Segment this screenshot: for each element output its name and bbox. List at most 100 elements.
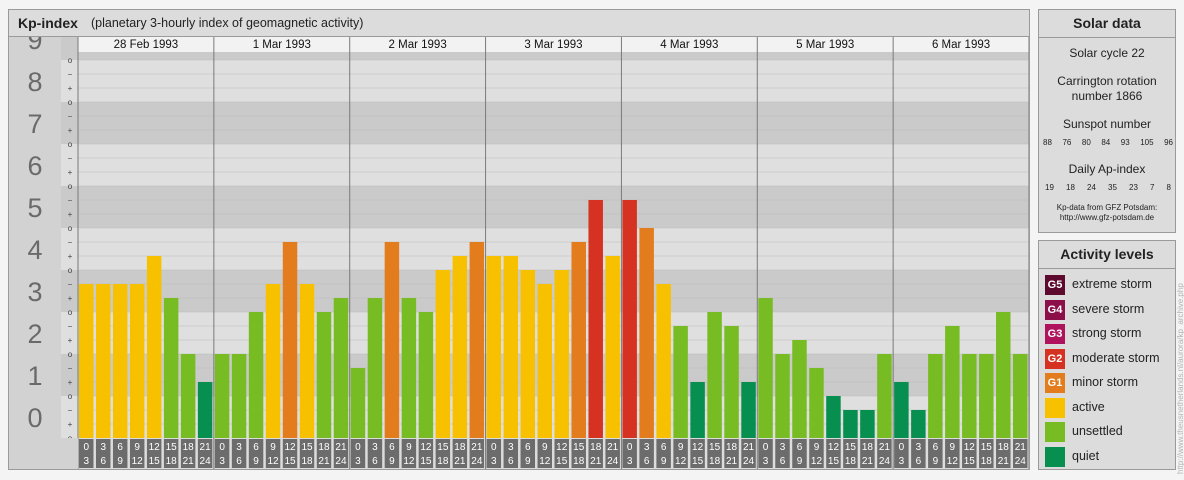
kp-bar: [656, 283, 671, 438]
time-interval-box: [979, 439, 994, 468]
time-interval-box: [537, 439, 552, 468]
time-interval-box: [1013, 439, 1028, 468]
legend-swatch: G4: [1045, 299, 1065, 320]
interval-end-label: 9: [253, 456, 259, 467]
kp-bar: [333, 298, 349, 438]
ap-value: 23: [1129, 183, 1138, 192]
y-tick-label: 6: [27, 151, 42, 181]
interval-start-label: 9: [814, 442, 820, 453]
time-interval-box: [554, 439, 569, 468]
interval-start-label: 0: [355, 442, 361, 453]
ap-index-label: Daily Ap-index: [1068, 162, 1146, 176]
minor-tick-label: o: [68, 392, 73, 401]
kp-bar: [945, 325, 960, 438]
interval-end-label: 12: [267, 456, 279, 467]
interval-end-label: 6: [236, 456, 242, 467]
interval-start-label: 21: [335, 442, 347, 453]
interval-start-label: 15: [845, 442, 857, 453]
interval-start-label: 0: [763, 442, 769, 453]
ap-index-values: 19 18 24 35 23 7 8: [1045, 183, 1171, 192]
time-interval-box: [758, 439, 773, 468]
y-tick-label: 8: [27, 67, 42, 97]
interval-end-label: 6: [372, 456, 378, 467]
interval-end-label: 15: [556, 456, 568, 467]
time-interval-box: [605, 439, 620, 468]
interval-start-label: 12: [964, 442, 976, 453]
interval-start-label: 9: [542, 442, 548, 453]
interval-start-label: 6: [525, 442, 531, 453]
time-interval-box: [741, 439, 756, 468]
time-interval-box: [775, 439, 790, 468]
time-interval-box: [333, 439, 349, 468]
minor-tick-label: −: [68, 70, 73, 79]
interval-end-label: 15: [828, 456, 840, 467]
interval-end-label: 3: [491, 456, 497, 467]
interval-start-label: 3: [508, 442, 514, 453]
minor-tick-label: o: [68, 98, 73, 107]
time-interval-box: [452, 439, 468, 468]
kp-bar-chart: 0123456789o+−o+−o+−o+−o+−o+−o+−o+−o+−o28…: [9, 37, 1029, 469]
y-axis-box: [9, 37, 61, 438]
minor-tick-label: +: [68, 210, 73, 219]
time-interval-box: [809, 439, 824, 468]
interval-start-label: 18: [183, 442, 195, 453]
ap-value: 18: [1066, 183, 1075, 192]
interval-start-label: 3: [644, 442, 650, 453]
minor-tick-label: +: [68, 84, 73, 93]
interval-end-label: 9: [389, 456, 395, 467]
interval-start-label: 6: [933, 442, 939, 453]
minor-tick-label: −: [68, 280, 73, 289]
kp-band: [9, 60, 1029, 102]
kp-bar: [809, 367, 824, 438]
interval-end-label: 21: [454, 456, 466, 467]
kp-bar: [979, 354, 994, 438]
kp-bar: [384, 241, 400, 438]
time-interval-box: [163, 439, 179, 468]
minor-tick-label: +: [68, 336, 73, 345]
interval-end-label: 3: [627, 456, 633, 467]
time-interval-box: [588, 439, 603, 468]
kp-bar: [741, 382, 756, 438]
interval-end-label: 15: [149, 456, 161, 467]
interval-end-label: 3: [83, 456, 89, 467]
day-label: 1 Mar 1993: [253, 39, 311, 51]
kp-bar: [707, 312, 722, 438]
interval-end-label: 6: [100, 456, 106, 467]
interval-end-label: 15: [692, 456, 704, 467]
kp-bar: [673, 325, 688, 438]
ap-value: 7: [1150, 183, 1155, 192]
time-interval-box: [945, 439, 960, 468]
ap-value: 19: [1045, 183, 1054, 192]
kp-bar: [231, 354, 247, 438]
kp-bar: [1013, 354, 1028, 438]
interval-end-label: 18: [166, 456, 178, 467]
minor-tick-label: +: [68, 252, 73, 261]
sunspot-value: 88: [1043, 138, 1052, 147]
solar-data-panel: Solar data Solar cycle 22 Carrington rot…: [1038, 9, 1176, 233]
interval-start-label: 6: [117, 442, 123, 453]
data-source-label: Kp-data from GFZ Potsdam:: [1056, 203, 1158, 212]
interval-start-label: 18: [590, 442, 602, 453]
time-interval-box: [231, 439, 247, 468]
minor-tick-label: o: [68, 182, 73, 191]
ap-value: 35: [1108, 183, 1117, 192]
y-tick-label: 9: [27, 37, 42, 55]
time-interval-box: [197, 439, 213, 468]
kp-bar: [775, 354, 790, 438]
kp-bar: [367, 298, 383, 438]
time-interval-box: [622, 439, 637, 468]
time-interval-box: [996, 439, 1011, 468]
kp-bar: [316, 312, 332, 438]
time-interval-box: [401, 439, 417, 468]
time-interval-box: [214, 439, 230, 468]
kp-bar: [724, 325, 739, 438]
day-label: 2 Mar 1993: [389, 39, 447, 51]
kp-bar: [452, 256, 468, 438]
kp-band: [9, 228, 1029, 270]
legend-swatch: G1: [1045, 373, 1065, 393]
minor-tick-label: o: [68, 266, 73, 275]
kp-bar: [826, 396, 841, 438]
day-label: 4 Mar 1993: [660, 39, 718, 51]
minor-tick-label: +: [68, 378, 73, 387]
interval-end-label: 3: [355, 456, 361, 467]
